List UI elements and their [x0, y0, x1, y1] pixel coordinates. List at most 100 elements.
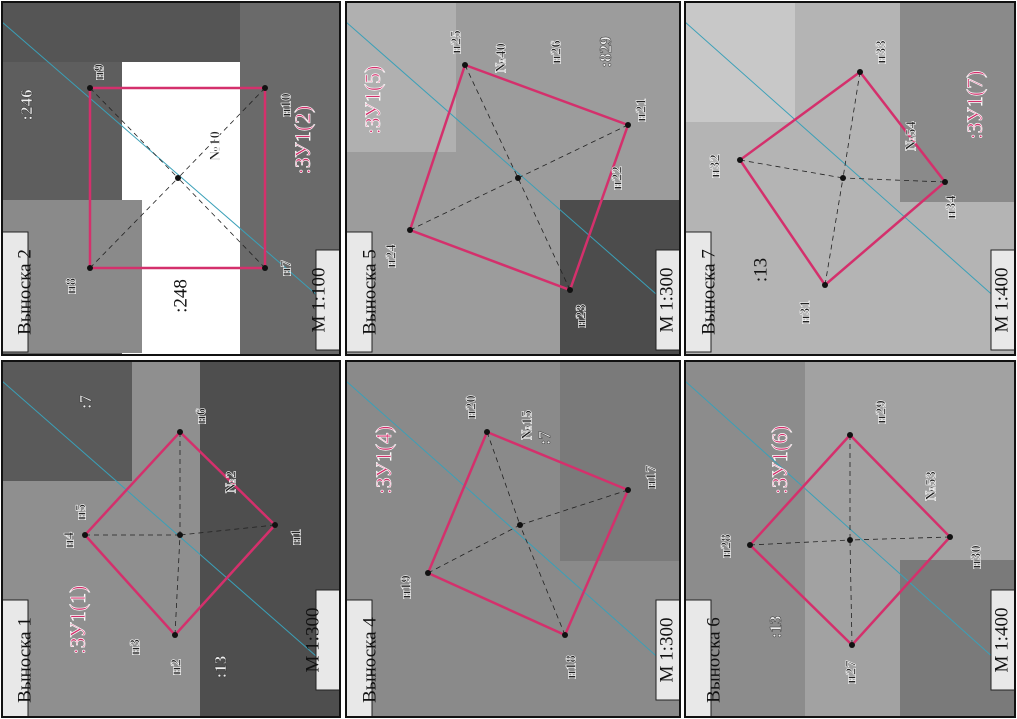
panel-frame [684, 1, 1016, 356]
center-point [847, 537, 853, 543]
point-label: н31 [797, 300, 813, 324]
vertex [625, 122, 631, 128]
point-label: №53 [923, 471, 939, 501]
point-label: н22 [609, 166, 625, 190]
center-point [517, 522, 523, 528]
boundary-line [346, 21, 680, 316]
vertex [857, 69, 863, 75]
panel-frame [684, 360, 1016, 718]
panel-frame [345, 360, 681, 718]
center-point [840, 175, 846, 181]
callout-panel: Выноска 4 М 1:300:ЗУ1(4) н20 №15:7 н17 н19 н18 [345, 360, 681, 718]
callout-panel: Выноска 7 М 1:400:ЗУ1(7) н33 н32 №54 н34:13 н3… [684, 1, 1016, 356]
panel-frame [345, 1, 681, 356]
callout-title: Выноска 5 [359, 249, 380, 335]
parcel-label: :ЗУ1(6) [767, 426, 792, 495]
parcel-label: :ЗУ1(7) [962, 71, 987, 140]
dashed-line [89, 177, 179, 269]
center-point [515, 175, 521, 181]
center-point [175, 175, 181, 181]
background-zone [2, 361, 132, 481]
point-label: :246 [17, 89, 36, 120]
panel-content: Выноска 4 М 1:300:ЗУ1(4) н20 №15:7 н17 н19 н18 [346, 361, 680, 717]
point-label: :13 [766, 616, 785, 639]
vertex [462, 62, 468, 68]
callout-title: Выноска 6 [703, 617, 724, 703]
point-label: :7 [76, 394, 95, 409]
vertex [847, 432, 853, 438]
panel-content: Выноска 5 М 1:300:ЗУ1(5) н25 №40 н26:829 н21 н… [346, 2, 680, 355]
vertex [849, 642, 855, 648]
scale-box [990, 249, 1015, 351]
point-label: н3 [127, 639, 143, 655]
panel-frame [1, 1, 341, 356]
dashed-line [179, 524, 276, 536]
parcel-label: :ЗУ1(5) [360, 66, 385, 135]
title-box [685, 599, 712, 717]
parcel-label: :ЗУ1(4) [371, 426, 396, 495]
title-box [2, 599, 29, 717]
point-label: н1 [288, 529, 304, 545]
parcel-label: :ЗУ1(1) [65, 586, 90, 655]
dashed-line [486, 431, 521, 526]
callout-panel: Выноска 2 М 1:100:ЗУ1(2) н9 н10 н7 н8:246:248… [1, 1, 341, 356]
point-label: :13 [211, 656, 230, 679]
vertex [567, 287, 573, 293]
dashed-line [174, 534, 181, 636]
callout-title: Выноска 4 [359, 617, 380, 703]
dashed-line [519, 489, 629, 526]
callout-panel: Выноска 6 М 1:400:ЗУ1(6) н29 №53 н28 н30:13 н2… [684, 360, 1016, 718]
dashed-line [517, 124, 629, 179]
point-label: н23 [573, 304, 589, 328]
point-label: н17 [643, 465, 659, 489]
callout-panel: Выноска 1 М 1:300:ЗУ1(1):7 н6 н4 н5 №2 н1 н3 н2:… [1, 360, 341, 718]
scale-box [315, 249, 340, 351]
point-label: :248 [170, 279, 191, 313]
callout-panel: Выноска 5 М 1:300:ЗУ1(5) н25 №40 н26:829 н21 н… [345, 1, 681, 356]
point-label: н33 [873, 40, 889, 64]
dashed-line [849, 536, 951, 541]
scale-box [655, 599, 680, 701]
vertex [562, 632, 568, 638]
scale-label: М 1:400 [991, 608, 1012, 673]
title-box [346, 231, 373, 353]
point-label: н6 [193, 407, 209, 424]
point-label: н19 [398, 575, 414, 599]
scale-label: М 1:400 [991, 268, 1012, 333]
scale-label: М 1:100 [308, 268, 329, 333]
vertex [172, 632, 178, 638]
callout-title: Выноска 1 [14, 617, 35, 703]
background-zone [346, 2, 456, 152]
dashed-line [517, 177, 571, 291]
panel-content: Выноска 6 М 1:400:ЗУ1(6) н29 №53 н28 н30:13 н2… [685, 361, 1015, 717]
vertex [947, 534, 953, 540]
point-label: н8 [63, 278, 79, 294]
vertex [87, 85, 93, 91]
background-zone [685, 2, 795, 122]
point-label: н9 [91, 64, 107, 80]
point-label: №40 [493, 43, 509, 73]
parcel-label: :ЗУ1(2) [290, 106, 315, 175]
point-label: н34 [943, 195, 959, 219]
point-label: н27 [843, 660, 859, 684]
point-label: н28 [718, 534, 734, 558]
boundary-line [2, 380, 340, 678]
point-label: №10 [207, 131, 223, 161]
vertex [747, 542, 753, 548]
boundary-line [2, 21, 340, 316]
scale-box [315, 589, 340, 691]
point-label: н2 [168, 659, 184, 675]
dashed-line [749, 539, 851, 546]
vertex [262, 265, 268, 271]
boundary-line [685, 21, 1015, 316]
vertex [82, 532, 88, 538]
vertex [272, 522, 278, 528]
point-label: н4 [61, 531, 77, 548]
panel-frame [1, 360, 341, 718]
point-label: н24 [383, 244, 399, 268]
dashed-line [177, 177, 266, 269]
point-label: н5 [73, 504, 89, 520]
center-point [177, 532, 183, 538]
dashed-line [824, 177, 844, 286]
title-box [346, 599, 373, 717]
